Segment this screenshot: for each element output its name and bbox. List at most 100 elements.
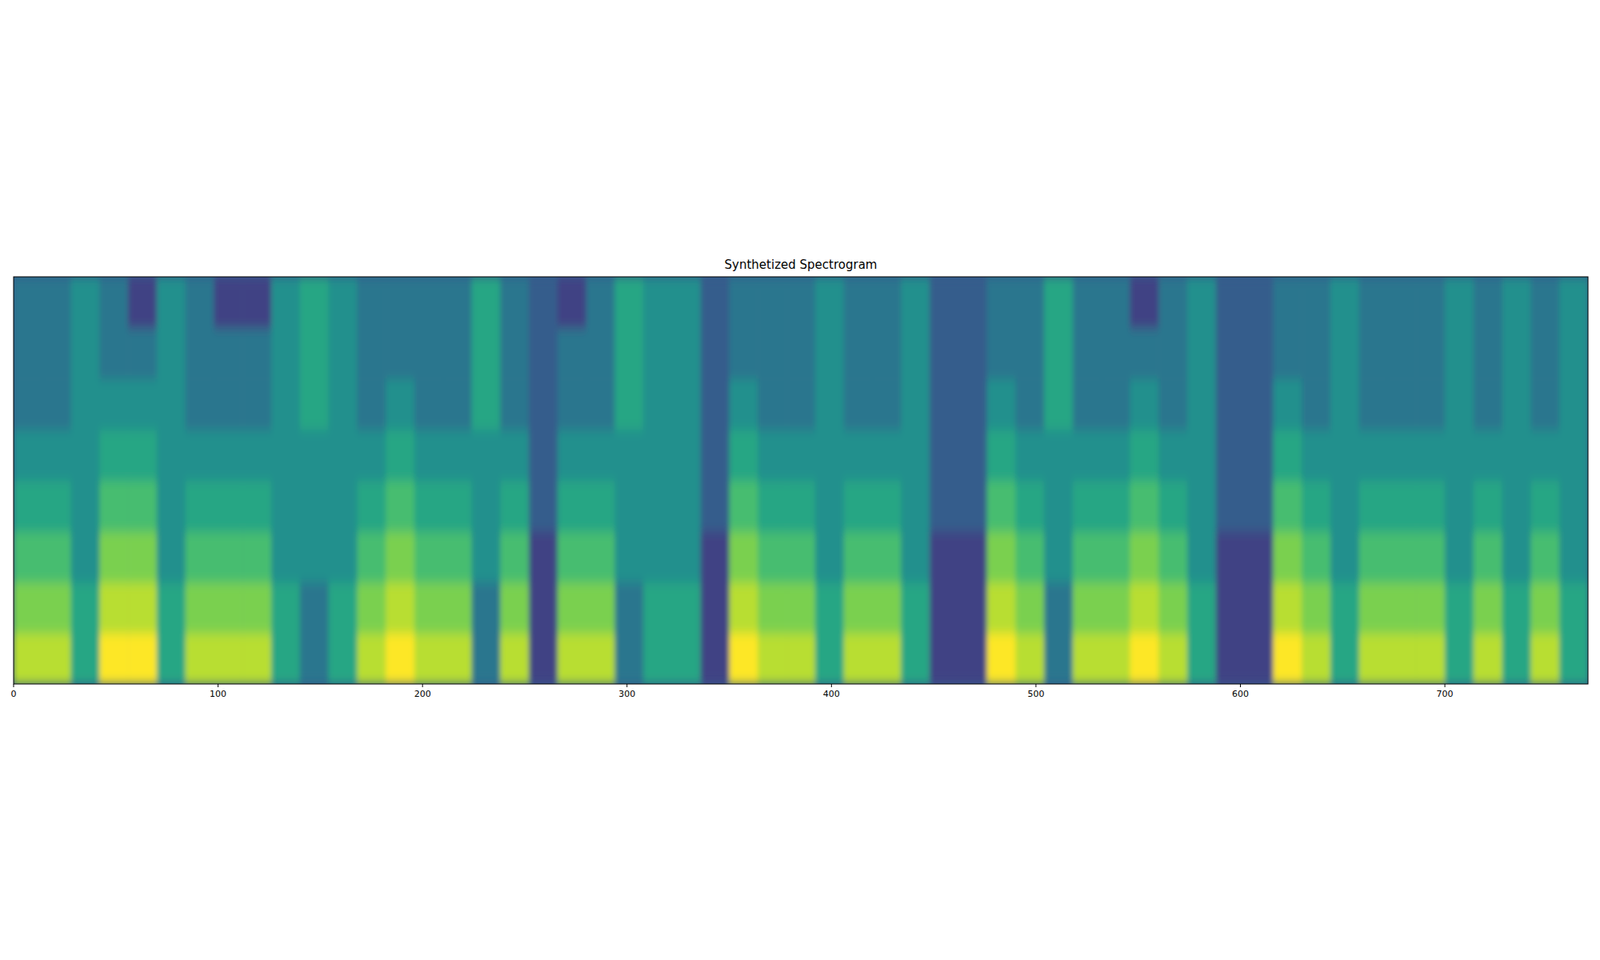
- heatmap-cell: [156, 582, 186, 634]
- heatmap-cell: [700, 531, 730, 583]
- heatmap-cell: [786, 378, 816, 430]
- heatmap-cell: [614, 632, 644, 684]
- heatmap-cell: [242, 531, 272, 583]
- heatmap-cell: [242, 582, 272, 634]
- x-tick-label: 400: [823, 688, 840, 700]
- heatmap-cell: [557, 429, 587, 481]
- heatmap-cell: [700, 582, 730, 634]
- heatmap-cell: [13, 328, 43, 380]
- heatmap-cell: [1444, 632, 1474, 684]
- heatmap-cell: [1158, 378, 1188, 430]
- heatmap-cell: [443, 480, 472, 532]
- heatmap-cell: [1301, 480, 1331, 532]
- heatmap-cell: [900, 276, 930, 328]
- heatmap-cell: [156, 328, 186, 380]
- heatmap-cell: [987, 582, 1016, 634]
- heatmap-cell: [385, 480, 415, 532]
- plot-background: [13, 276, 1588, 684]
- heatmap-cell: [385, 328, 415, 380]
- x-tick-label: 500: [1027, 688, 1044, 700]
- heatmap-cell: [1359, 531, 1388, 583]
- heatmap-cell: [528, 276, 558, 328]
- heatmap-cell: [300, 429, 329, 481]
- heatmap-cell: [1216, 582, 1245, 634]
- heatmap-cell: [1216, 429, 1245, 481]
- heatmap-cell: [1101, 378, 1131, 430]
- heatmap-cell: [42, 582, 72, 634]
- heatmap-cell: [1301, 328, 1331, 380]
- heatmap-cell: [71, 632, 100, 684]
- heatmap-cell: [1359, 582, 1388, 634]
- heatmap-cell: [300, 632, 329, 684]
- heatmap-cell: [1301, 531, 1331, 583]
- heatmap-cell: [844, 632, 873, 684]
- heatmap-cell: [1101, 531, 1131, 583]
- heatmap-cell: [128, 378, 157, 430]
- heatmap-cell: [1473, 328, 1503, 380]
- heatmap-cell: [1559, 582, 1588, 634]
- heatmap-cell: [42, 531, 72, 583]
- heatmap-cell: [13, 276, 43, 328]
- heatmap-cell: [1044, 582, 1073, 634]
- x-tick-label: 700: [1436, 688, 1454, 700]
- heatmap-cell: [844, 378, 873, 430]
- heatmap-cell: [1388, 480, 1417, 532]
- heatmap-cell: [71, 378, 100, 430]
- heatmap-cell: [500, 429, 529, 481]
- heatmap-cell: [300, 378, 329, 430]
- heatmap-cell: [185, 276, 215, 328]
- heatmap-cell: [414, 378, 444, 430]
- heatmap-cell: [900, 480, 930, 532]
- heatmap-cell: [1129, 480, 1159, 532]
- heatmap-cell: [586, 429, 616, 481]
- heatmap-cell: [1101, 632, 1131, 684]
- heatmap-cell: [528, 531, 558, 583]
- heatmap-cell: [729, 378, 759, 430]
- heatmap-cell: [242, 632, 272, 684]
- heatmap-cell: [900, 429, 930, 481]
- heatmap-cell: [786, 429, 816, 481]
- heatmap-cell: [1444, 480, 1474, 532]
- chart: 0100200300400500600700Synthetized Spectr…: [0, 0, 1600, 960]
- heatmap-cell: [71, 276, 100, 328]
- heatmap-cell: [1244, 531, 1274, 583]
- heatmap-cell: [42, 429, 72, 481]
- heatmap-cell: [13, 582, 43, 634]
- heatmap-cell: [271, 582, 300, 634]
- heatmap-cell: [1015, 378, 1044, 430]
- heatmap-cell: [700, 480, 730, 532]
- heatmap-cell: [13, 632, 43, 684]
- heatmap-cell: [71, 531, 100, 583]
- heatmap-cell: [356, 480, 386, 532]
- heatmap-cell: [1416, 276, 1445, 328]
- heatmap-cell: [99, 276, 128, 328]
- heatmap-cell: [900, 378, 930, 430]
- heatmap-cell: [557, 531, 587, 583]
- heatmap-cell: [1272, 480, 1302, 532]
- heatmap-cell: [42, 276, 72, 328]
- x-tick: [1444, 684, 1446, 688]
- heatmap-cell: [99, 429, 128, 481]
- heatmap-cell: [786, 328, 816, 380]
- heatmap-cell: [242, 328, 272, 380]
- heatmap-cell: [528, 480, 558, 532]
- heatmap-cell: [1101, 480, 1131, 532]
- heatmap-cell: [557, 378, 587, 430]
- heatmap-cell: [672, 480, 701, 532]
- heatmap-cell: [472, 328, 501, 380]
- heatmap-cell: [128, 632, 157, 684]
- heatmap-cell: [700, 429, 730, 481]
- heatmap-cell: [1187, 328, 1216, 380]
- heatmap-cell: [1559, 276, 1588, 328]
- heatmap-cell: [185, 582, 215, 634]
- heatmap-cell: [1216, 328, 1245, 380]
- heatmap-cell: [872, 378, 901, 430]
- heatmap-cell: [1129, 378, 1159, 430]
- heatmap-cell: [1330, 328, 1360, 380]
- heatmap-cell: [1559, 328, 1588, 380]
- heatmap-cell: [242, 276, 272, 328]
- heatmap-cell: [42, 632, 72, 684]
- x-tick: [1035, 684, 1036, 688]
- heatmap-cell: [757, 632, 787, 684]
- heatmap-cell: [872, 480, 901, 532]
